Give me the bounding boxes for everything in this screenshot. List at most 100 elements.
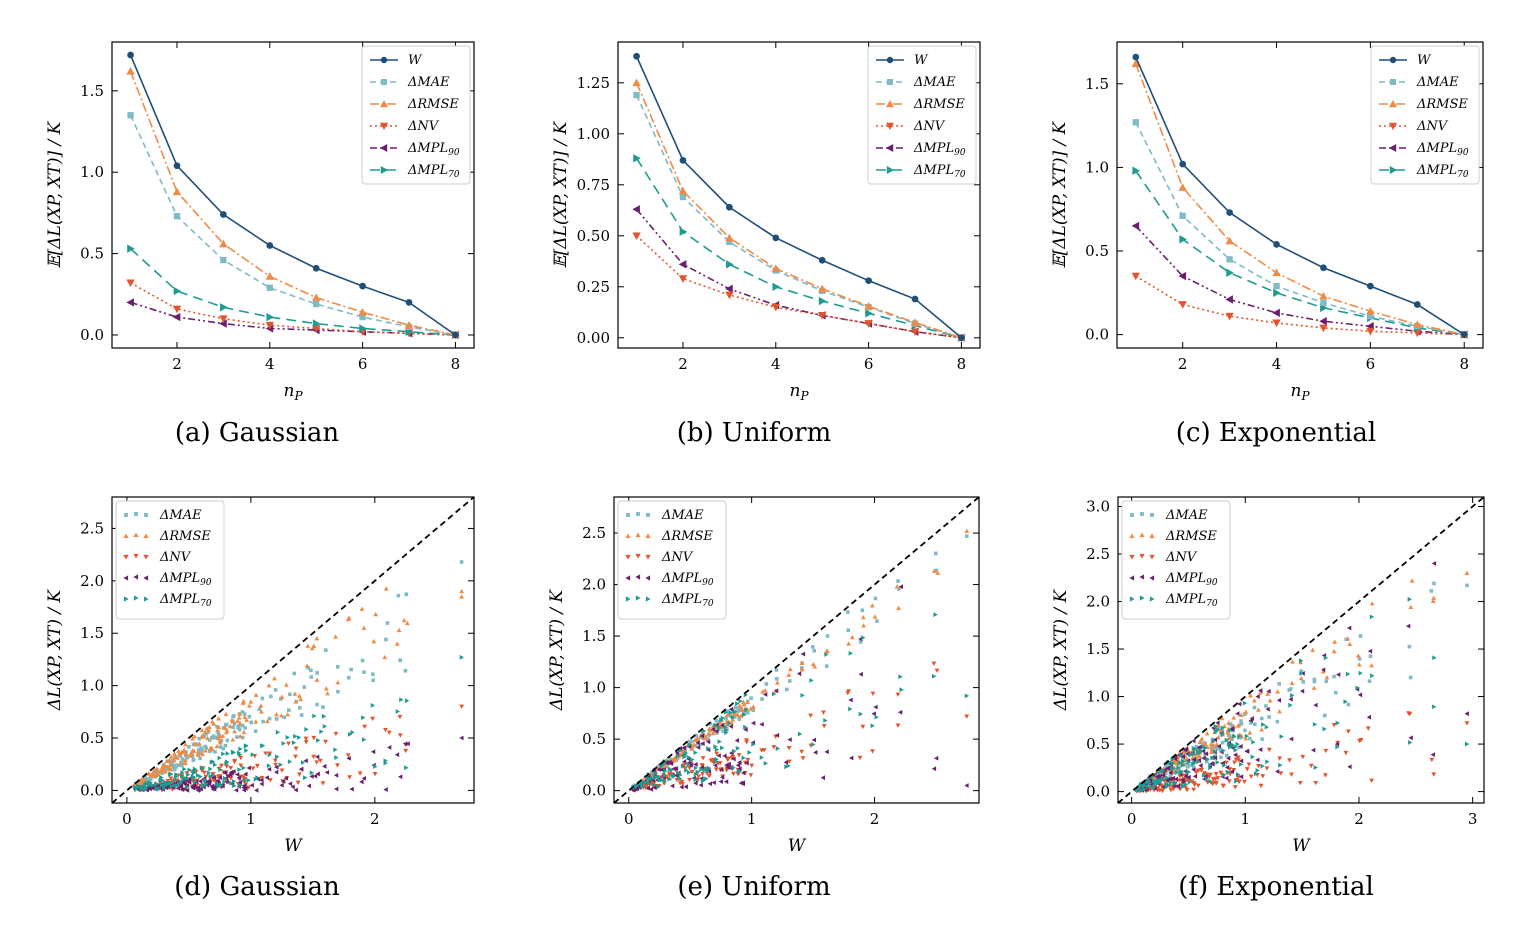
scatter-point-mpl90 bbox=[1346, 625, 1352, 631]
data-point-mpl90 bbox=[219, 319, 227, 328]
scatter-point-mpl70 bbox=[395, 709, 401, 714]
scatter-point-mae bbox=[1312, 677, 1317, 682]
scatter-point-mae bbox=[1264, 704, 1268, 708]
scatter-point-mpl90 bbox=[231, 769, 236, 774]
scatter-point-mpl70 bbox=[1145, 784, 1151, 790]
scatter-point-rmse bbox=[382, 654, 388, 660]
scatter-point-mae bbox=[1301, 680, 1306, 684]
scatter-point-mae bbox=[336, 689, 340, 694]
scatter-point-mpl90 bbox=[259, 777, 264, 783]
scatter-point-mpl70 bbox=[404, 698, 410, 704]
scatter-point-mpl90 bbox=[1288, 696, 1293, 702]
scatter-point-nv bbox=[1236, 758, 1242, 763]
y-tick-label: 1.5 bbox=[1085, 75, 1109, 93]
data-point-w bbox=[818, 256, 826, 264]
scatter-point-rmse bbox=[739, 707, 745, 713]
scatter-point-mpl90 bbox=[741, 770, 746, 776]
y-tick-label: 1.0 bbox=[80, 163, 104, 181]
scatter-point-mpl70 bbox=[1216, 727, 1221, 733]
scatter-point-mpl70 bbox=[720, 745, 725, 751]
scatter-point-mpl70 bbox=[1201, 744, 1206, 750]
scatter-point-rmse bbox=[799, 660, 805, 665]
scatter-point-rmse bbox=[216, 724, 222, 730]
scatter-point-mpl90 bbox=[1464, 711, 1469, 717]
scatter-point-mpl70 bbox=[1146, 778, 1151, 784]
caption-e: (e) Uniform bbox=[677, 872, 831, 902]
data-point-w bbox=[1320, 264, 1327, 272]
scatter-point-mpl70 bbox=[1191, 751, 1197, 757]
scatter-point-mpl90 bbox=[1430, 752, 1435, 757]
scatter-point-mpl70 bbox=[361, 715, 366, 721]
scatter-point-mae bbox=[175, 763, 180, 767]
scatter-point-mae bbox=[784, 687, 789, 692]
scatter-point-nv bbox=[168, 776, 174, 781]
scatter-point-mpl90 bbox=[713, 763, 718, 768]
scatter-point-mpl70 bbox=[1355, 685, 1360, 691]
scatter-point-mpl70 bbox=[237, 752, 243, 758]
scatter-point-mpl70 bbox=[253, 776, 258, 782]
scatter-point-mpl70 bbox=[1195, 749, 1201, 755]
x-axis-label: nP bbox=[283, 381, 303, 403]
scatter-point-nv bbox=[696, 774, 701, 779]
scatter-point-mpl70 bbox=[1290, 693, 1295, 698]
series-line-w bbox=[1135, 56, 1465, 336]
scatter-point-mpl90 bbox=[723, 779, 729, 785]
scatter-point-mae bbox=[240, 723, 245, 728]
data-point-mpl70 bbox=[679, 227, 688, 236]
scatter-point-mpl70 bbox=[221, 751, 226, 757]
scatter-point-mpl70 bbox=[1137, 784, 1142, 790]
scatter-point-nv bbox=[293, 754, 298, 759]
x-tick-label: 2 bbox=[1178, 355, 1188, 373]
scatter-point-mae bbox=[714, 718, 719, 723]
scatter-point-rmse bbox=[325, 691, 330, 696]
legend-label-w: W bbox=[1417, 53, 1432, 68]
scatter-point-mpl70 bbox=[1187, 779, 1192, 785]
scatter-point-mae bbox=[178, 754, 183, 758]
scatter-point-mae bbox=[749, 696, 753, 700]
scatter-point-mpl70 bbox=[1180, 762, 1186, 768]
scatter-point-mpl90 bbox=[1258, 747, 1263, 753]
scatter-point-mae bbox=[247, 714, 252, 719]
legend-label-rmse: ΔRMSE bbox=[159, 529, 211, 544]
scatter-point-mae bbox=[237, 727, 242, 732]
scatter-point-mpl90 bbox=[192, 785, 198, 790]
scatter-point-mpl90 bbox=[1274, 769, 1280, 774]
scatter-point-nv bbox=[687, 777, 692, 783]
scatter-point-mpl70 bbox=[138, 785, 144, 791]
scatter-point-mpl70 bbox=[193, 779, 198, 785]
scatter-point-rmse bbox=[235, 718, 241, 723]
scatter-point-mpl90 bbox=[1238, 774, 1244, 780]
scatter-point-mpl70 bbox=[225, 751, 230, 756]
scatter-point-mpl70 bbox=[309, 770, 315, 776]
scatter-point-mae bbox=[721, 729, 725, 733]
scatter-point-mpl70 bbox=[1233, 744, 1238, 750]
scatter-point-mpl70 bbox=[686, 762, 691, 767]
legend-label-mae: ΔMAE bbox=[661, 508, 704, 523]
scatter-point-nv bbox=[699, 763, 705, 768]
scatter-point-mae bbox=[690, 739, 694, 744]
scatter-point-mae bbox=[384, 637, 388, 642]
data-point-nv bbox=[678, 275, 688, 283]
x-tick-label: 2 bbox=[678, 355, 688, 373]
scatter-point-mpl90 bbox=[1230, 726, 1235, 732]
scatter-point-mpl70 bbox=[316, 737, 321, 743]
scatter-point-mpl90 bbox=[719, 774, 725, 780]
scatter-point-rmse bbox=[748, 706, 754, 711]
scatter-point-mpl70 bbox=[179, 773, 185, 779]
legend-marker-rmse bbox=[143, 533, 149, 539]
scatter-point-mae bbox=[202, 734, 207, 739]
scatter-point-mpl90 bbox=[1258, 688, 1263, 693]
scatter-point-mae bbox=[873, 596, 878, 601]
series-line-mae bbox=[635, 94, 962, 339]
scatter-point-nv bbox=[267, 778, 273, 783]
scatter-point-mae bbox=[196, 748, 201, 752]
legend-label-rmse: ΔRMSE bbox=[661, 529, 713, 544]
scatter-point-mpl70 bbox=[278, 762, 284, 768]
scatter-point-rmse bbox=[1172, 758, 1178, 763]
scatter-point-rmse bbox=[1210, 746, 1215, 751]
scatter-point-mpl70 bbox=[686, 755, 692, 760]
data-point-w bbox=[1367, 282, 1374, 290]
chart-panel-b: 2 4 6 8 0.00 0.25 0.50 0.75 1.00 1.25 nP 𝔼[ΔL(XP, X… bbox=[506, 0, 1012, 472]
scatter-point-mpl90 bbox=[264, 775, 269, 781]
scatter-point-nv bbox=[730, 755, 736, 760]
